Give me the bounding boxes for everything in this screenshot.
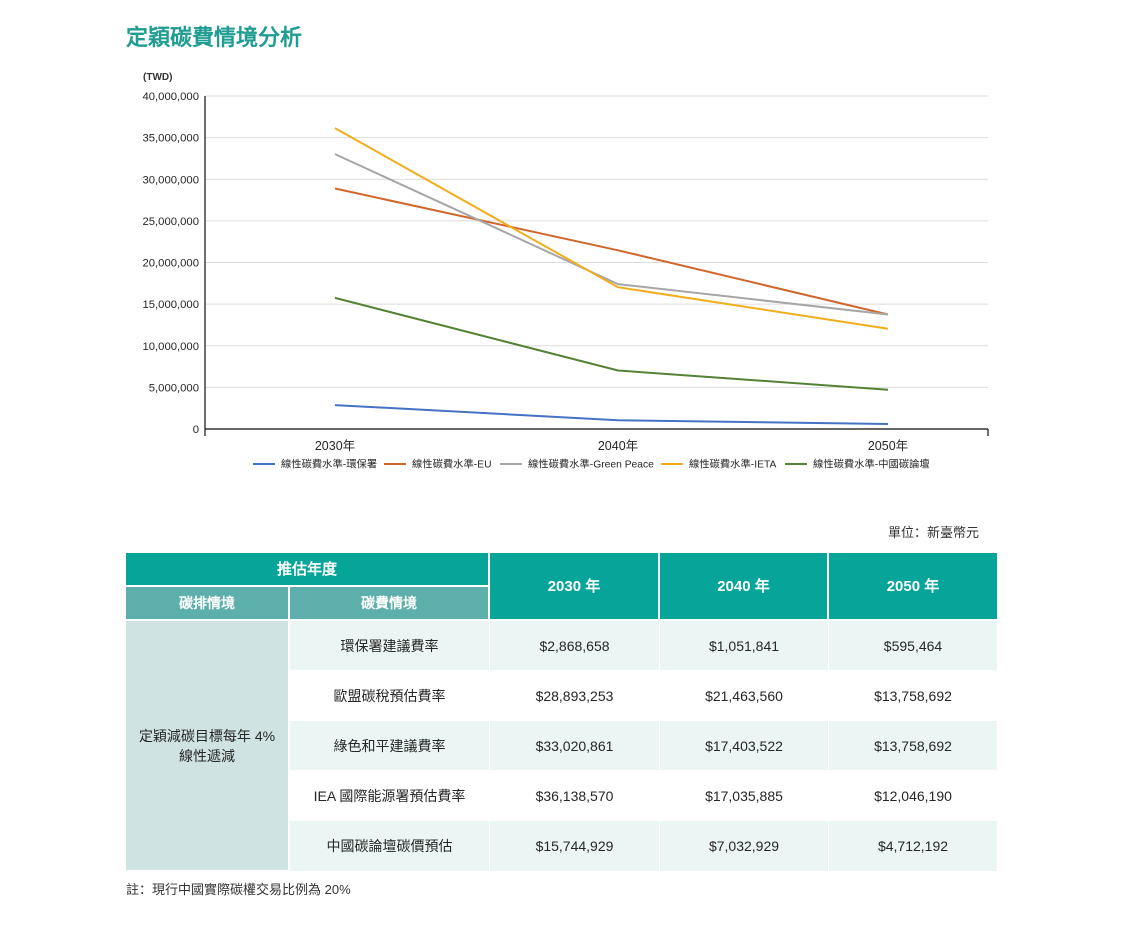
svg-text:25,000,000: 25,000,000 bbox=[142, 216, 199, 228]
svg-text:40,000,000: 40,000,000 bbox=[142, 91, 199, 103]
svg-text:15,000,000: 15,000,000 bbox=[142, 299, 199, 311]
svg-text:2040年: 2040年 bbox=[598, 439, 638, 453]
svg-text:20,000,000: 20,000,000 bbox=[142, 258, 199, 270]
svg-text:線性碳費水準-環保署: 線性碳費水準-環保署 bbox=[281, 458, 377, 471]
svg-text:35,000,000: 35,000,000 bbox=[142, 133, 199, 145]
svg-text:30,000,000: 30,000,000 bbox=[142, 174, 199, 186]
svg-text:線性碳費水準-EU: 線性碳費水準-EU bbox=[412, 458, 492, 471]
svg-text:線性碳費水準-Green Peace: 線性碳費水準-Green Peace bbox=[528, 458, 654, 471]
svg-text:2030年: 2030年 bbox=[315, 439, 355, 453]
svg-text:10,000,000: 10,000,000 bbox=[142, 341, 199, 353]
svg-text:0: 0 bbox=[193, 424, 199, 436]
svg-text:(TWD): (TWD) bbox=[143, 72, 172, 83]
svg-text:線性碳費水準-中國碳論壇: 線性碳費水準-中國碳論壇 bbox=[813, 458, 930, 471]
svg-text:線性碳費水準-IETA: 線性碳費水準-IETA bbox=[689, 458, 776, 471]
svg-text:2050年: 2050年 bbox=[868, 439, 908, 453]
svg-text:5,000,000: 5,000,000 bbox=[149, 382, 199, 394]
